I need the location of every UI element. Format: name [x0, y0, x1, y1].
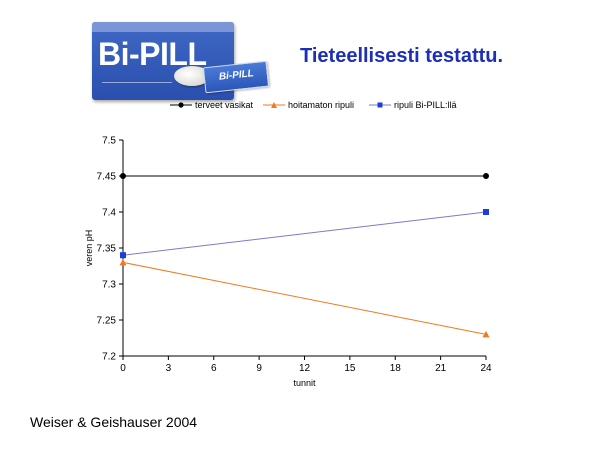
- y-tick-label: 7.35: [97, 244, 117, 255]
- series-line-untreated: [122, 261, 487, 335]
- legend-marker-square-icon: [369, 102, 391, 108]
- x-tick-label: 0: [120, 363, 126, 374]
- data-point-bipill: [120, 252, 126, 259]
- data-point-healthy: [483, 173, 489, 179]
- bi-pill-logo: Bi-PILL: [92, 22, 234, 100]
- y-tick-label: 7.4: [102, 208, 116, 219]
- data-point-healthy: [120, 173, 126, 179]
- x-tick-label: 9: [256, 363, 262, 374]
- source-citation: Weiser & Geishauser 2004: [30, 414, 198, 430]
- y-tick-label: 7.3: [102, 280, 116, 291]
- x-tick-label: 6: [211, 363, 217, 374]
- y-tick-label: 7.45: [97, 172, 117, 183]
- y-tick-label: 7.5: [102, 136, 116, 147]
- x-tick-label: 21: [435, 363, 447, 374]
- data-point-untreated: [119, 258, 127, 266]
- data-point-untreated: [482, 330, 490, 338]
- y-tick-label: 7.2: [102, 352, 116, 363]
- x-tick-label: 18: [390, 363, 402, 374]
- data-point-bipill: [483, 209, 489, 215]
- legend-label-untreated: hoitamaton ripuli: [288, 100, 355, 110]
- legend-marker-circle-icon: [170, 102, 192, 108]
- legend-label-healthy: terveet vasikat: [195, 100, 254, 110]
- x-tick-label: 12: [299, 363, 311, 374]
- pill-icon: [174, 66, 210, 86]
- legend-item-untreated: hoitamaton ripuli: [263, 100, 354, 110]
- y-axis-title: veren pH: [84, 230, 94, 267]
- page-title: Tieteellisesti testattu.: [300, 45, 504, 67]
- legend-marker-triangle-icon: [263, 102, 285, 108]
- y-tick-label: 7.25: [97, 316, 117, 327]
- x-tick-label: 24: [480, 363, 492, 374]
- legend-item-healthy: terveet vasikat: [170, 100, 253, 110]
- legend-item-bipill: ripuli Bi-PILL:llä: [369, 100, 457, 110]
- logo-divider: [102, 82, 172, 91]
- chart-legend: terveet vasikat hoitamaton ripuli ripuli…: [150, 100, 550, 114]
- x-tick-label: 15: [344, 363, 356, 374]
- x-tick-label: 3: [166, 363, 172, 374]
- legend-label-bipill: ripuli Bi-PILL:llä: [394, 100, 457, 110]
- series-line-bipill: [122, 211, 487, 256]
- x-axis-title: tunnit: [293, 378, 316, 388]
